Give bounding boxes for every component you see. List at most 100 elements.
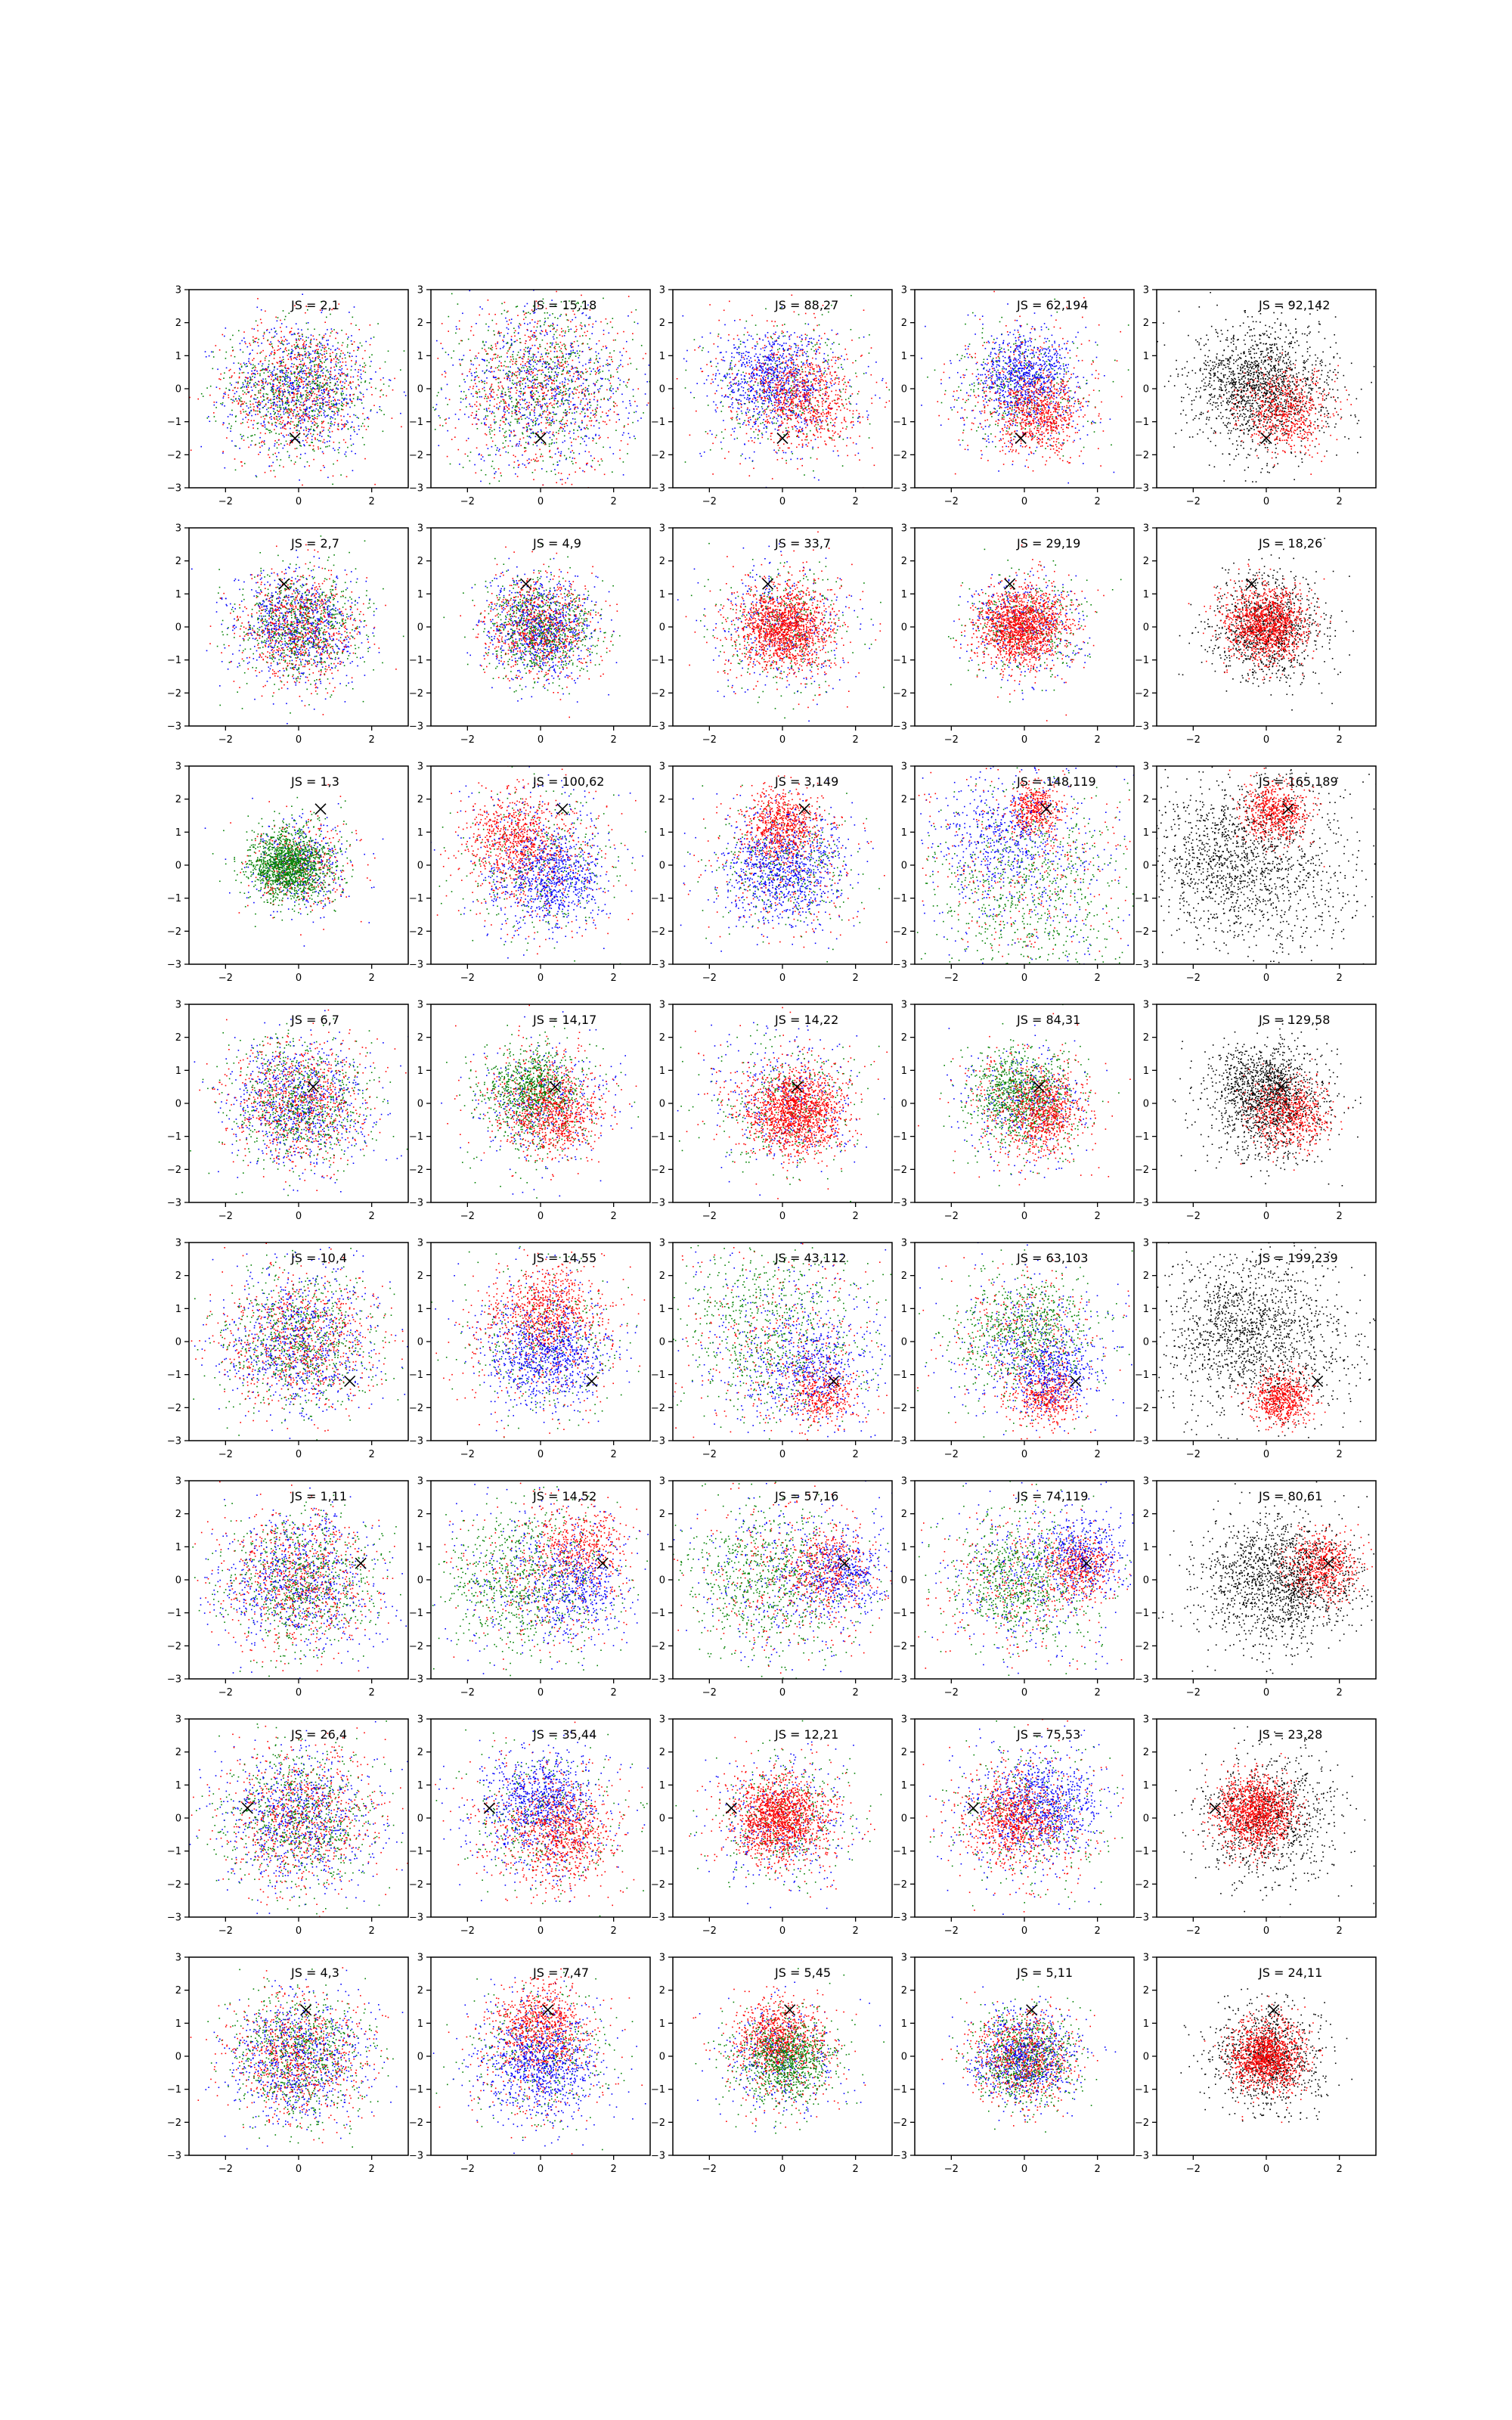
scatter-point [572, 274, 574, 275]
scatter-point [837, 402, 838, 404]
scatter-point [300, 458, 302, 459]
scatter-point [462, 313, 463, 315]
scatter-point [643, 412, 644, 414]
scatter-point [475, 417, 476, 419]
scatter-point [253, 383, 255, 385]
scatter-point [578, 371, 579, 372]
scatter-point [215, 420, 217, 422]
scatter-point [346, 476, 348, 478]
scatter-point [265, 311, 266, 312]
scatter-point [600, 416, 602, 417]
scatter-point [281, 370, 283, 371]
scatter-point [294, 344, 296, 346]
scatter-point [259, 442, 260, 444]
scatter-point [290, 411, 292, 412]
scatter-point [500, 393, 502, 395]
scatter-point [587, 408, 588, 410]
scatter-point [503, 402, 505, 404]
scatter-point [597, 380, 599, 381]
scatter-point [291, 402, 293, 403]
scatter-point [485, 372, 486, 374]
scatter-point [305, 436, 307, 437]
scatter-point [513, 383, 515, 385]
scatter-point [284, 319, 286, 321]
scatter-point [550, 425, 552, 427]
scatter-point [335, 357, 336, 358]
scatter-point [520, 371, 522, 372]
scatter-point [531, 404, 532, 405]
scatter-point [491, 413, 493, 414]
scatter-point [534, 332, 536, 334]
scatter-point [519, 357, 520, 358]
scatter-point [826, 384, 828, 386]
scatter-point [279, 397, 280, 399]
scatter-point [293, 386, 294, 387]
scatter-point [534, 387, 535, 389]
scatter-point [596, 358, 597, 359]
scatter-point [591, 420, 593, 421]
scatter-point [470, 330, 472, 332]
scatter-point [491, 389, 493, 390]
scatter-point [283, 427, 284, 428]
scatter-point [293, 409, 295, 411]
scatter-point [314, 369, 316, 371]
scatter-point [771, 376, 773, 377]
scatter-point [556, 403, 557, 405]
scatter-point [529, 340, 531, 341]
scatter-point [516, 306, 517, 308]
scatter-point [287, 382, 289, 383]
scatter-point [750, 386, 751, 387]
scatter-point [315, 423, 317, 424]
scatter-point [329, 406, 330, 408]
scatter-point [380, 368, 381, 369]
scatter-point [439, 417, 441, 419]
scatter-point [265, 383, 266, 384]
scatter-point [565, 490, 566, 492]
scatter-point [358, 398, 359, 399]
scatter-point [243, 386, 245, 388]
scatter-point [485, 415, 487, 417]
scatter-point [243, 383, 244, 384]
scatter-point [230, 430, 231, 432]
scatter-point [288, 405, 290, 406]
scatter-point [486, 365, 488, 367]
scatter-point [779, 448, 781, 449]
scatter-point [739, 427, 741, 428]
scatter-point [590, 405, 592, 406]
scatter-point [271, 391, 273, 392]
scatter-point [289, 457, 290, 458]
scatter-point [744, 342, 745, 343]
scatter-point [355, 415, 357, 417]
scatter-point [347, 374, 349, 375]
scatter-point [330, 332, 332, 334]
scatter-point [283, 435, 284, 436]
scatter-point [240, 413, 242, 414]
scatter-point [246, 403, 247, 405]
scatter-point [277, 414, 279, 415]
scatter-point [269, 466, 271, 467]
scatter-point [497, 397, 499, 399]
scatter-point [528, 337, 529, 338]
scatter-point [677, 378, 678, 380]
scatter-point [257, 373, 259, 374]
scatter-point [251, 396, 253, 397]
scatter-point [785, 427, 787, 429]
scatter-point [271, 353, 272, 355]
scatter-point [541, 406, 543, 408]
scatter-point [528, 407, 530, 408]
scatter-point [273, 396, 274, 398]
scatter-point [562, 364, 564, 365]
scatter-point [582, 372, 584, 374]
scatter-point [324, 349, 326, 350]
scatter-point [694, 349, 696, 351]
scatter-point [237, 381, 239, 383]
scatter-point [332, 417, 333, 419]
scatter-point [554, 317, 556, 318]
scatter-point [507, 366, 509, 368]
scatter-point [302, 414, 304, 415]
scatter-point [501, 391, 503, 392]
scatter-point [476, 424, 478, 425]
scatter-point [323, 453, 324, 455]
scatter-point [531, 397, 532, 399]
scatter-point [534, 321, 536, 323]
